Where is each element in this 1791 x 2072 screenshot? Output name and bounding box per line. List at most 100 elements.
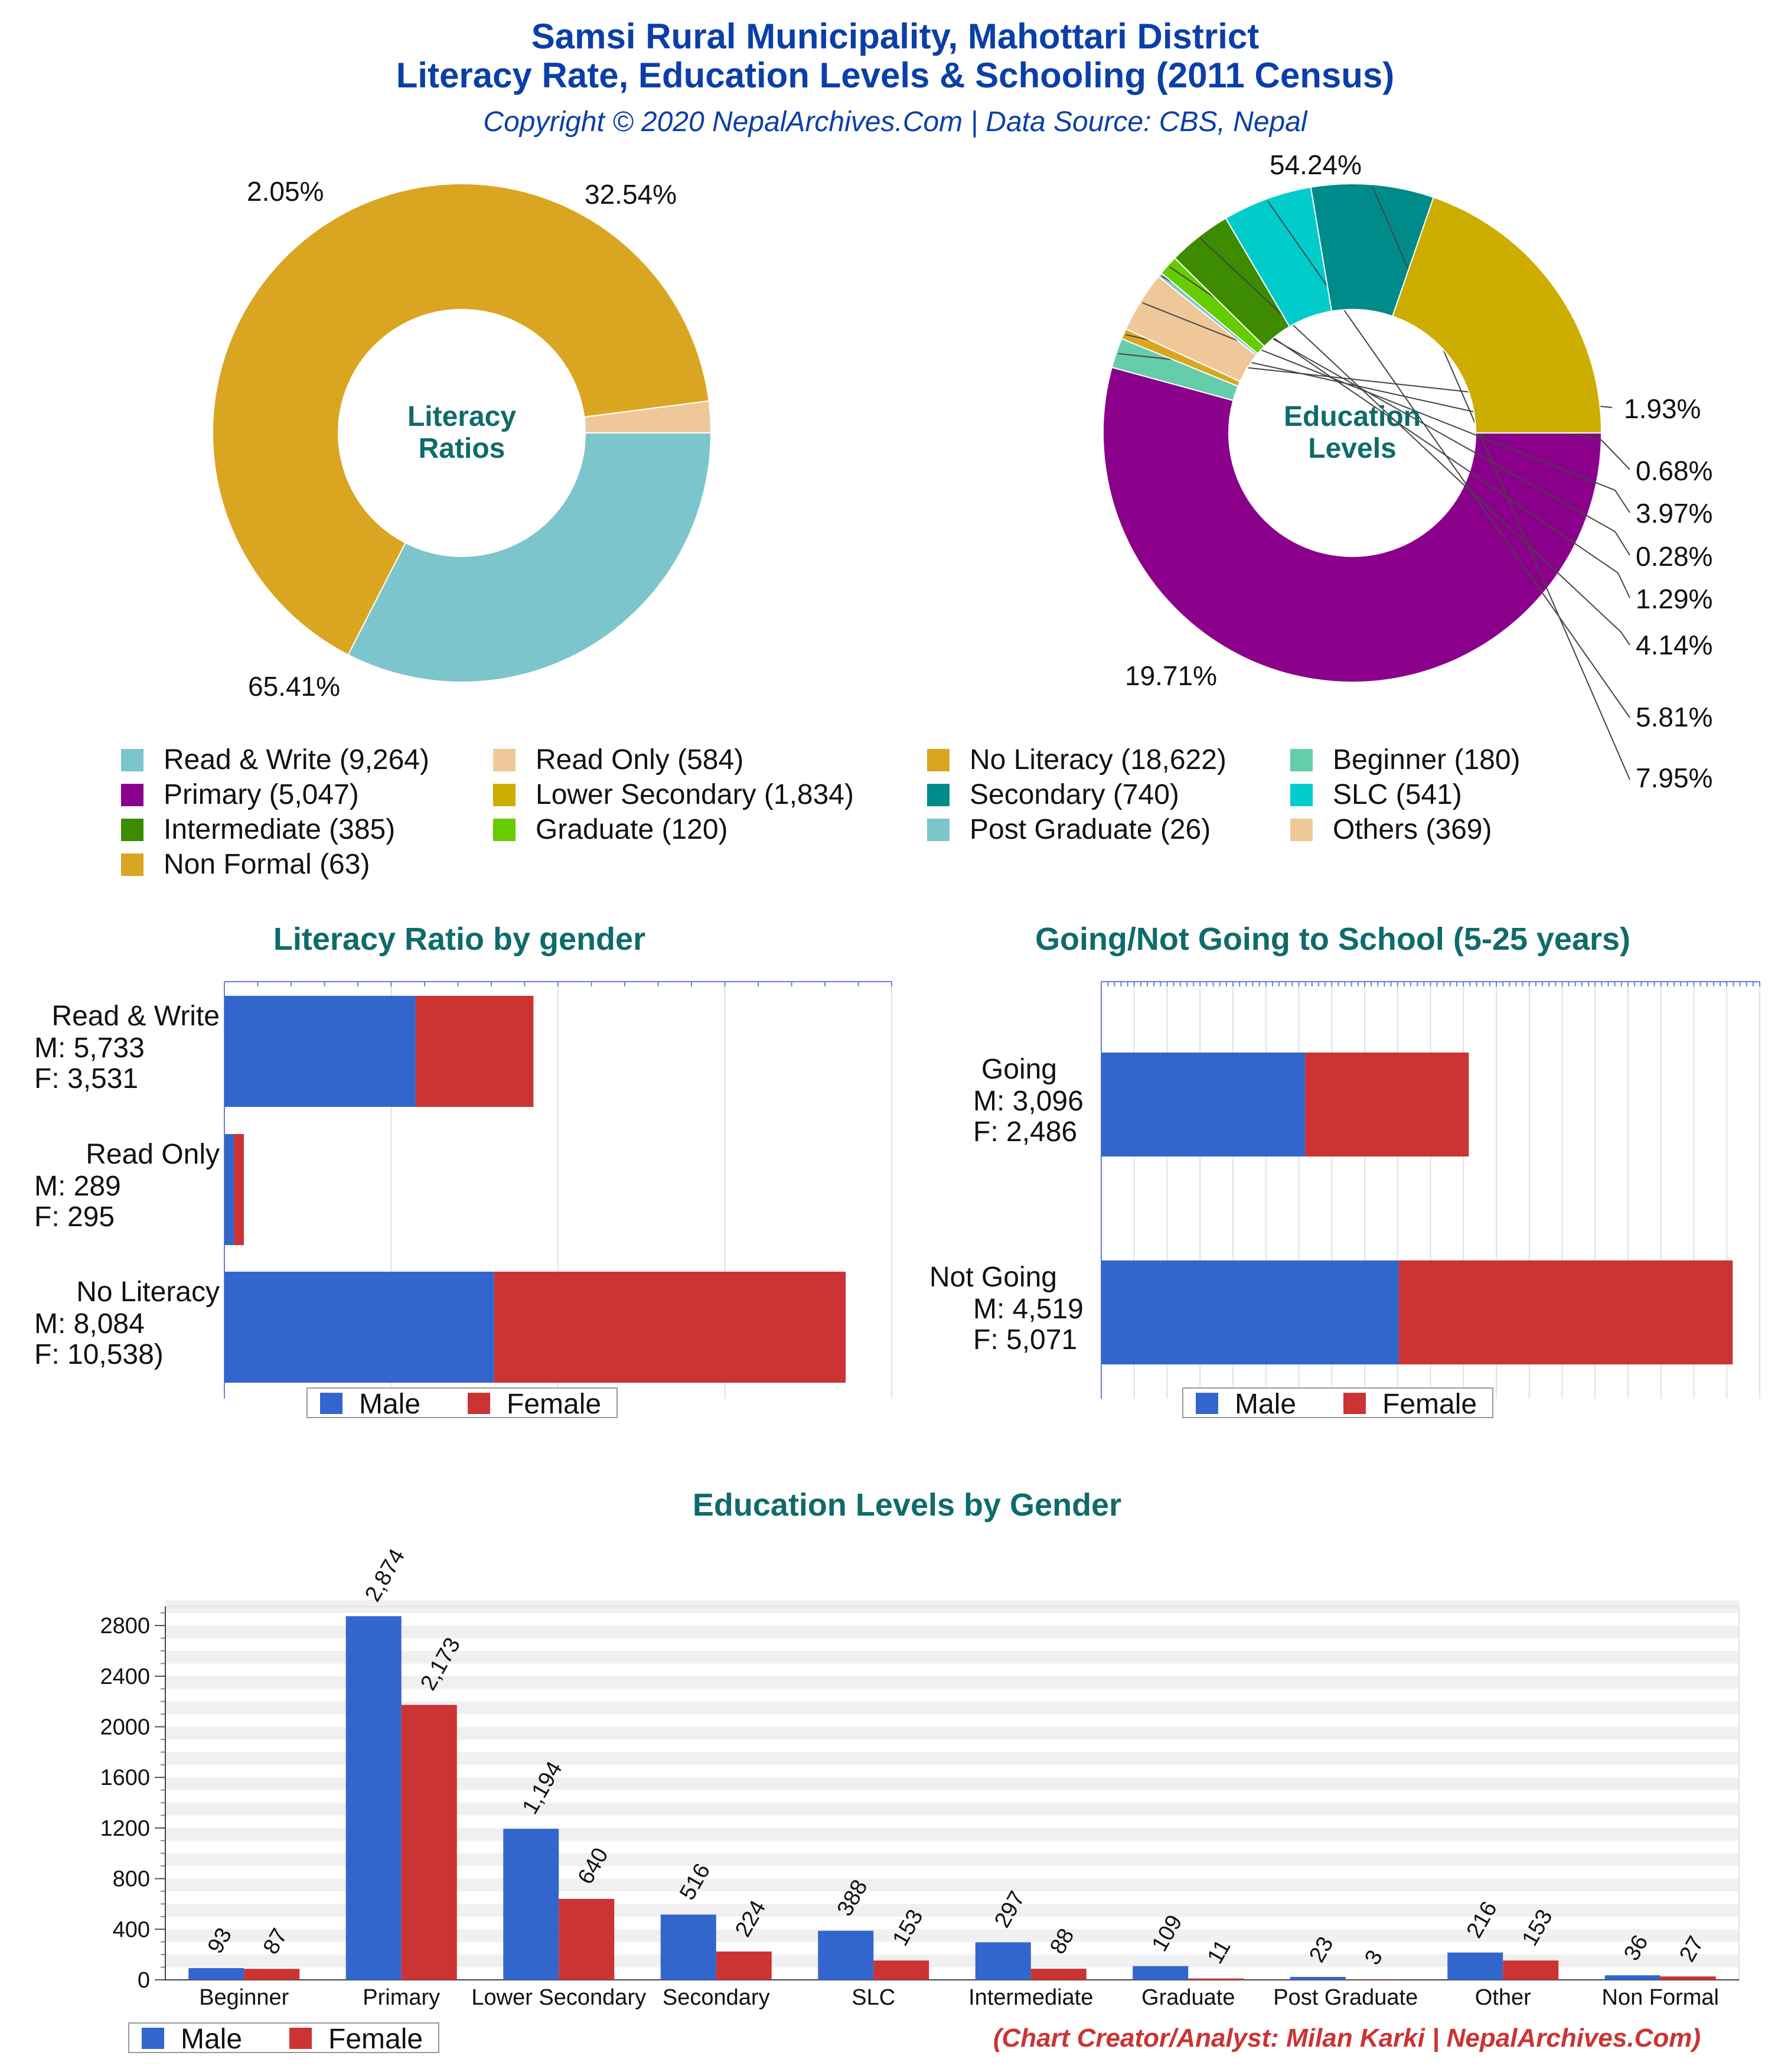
category-label: Read & Write: [51, 1001, 220, 1032]
male-count-label: M: 289: [34, 1171, 121, 1202]
slice-label: 1.93%: [1624, 393, 1701, 424]
x-tick-label: Beginner: [199, 1985, 289, 2010]
bar-female-no-literacy: [494, 1272, 846, 1383]
chart-credit: (Chart Creator/Analyst: Milan Karki | Ne…: [993, 2024, 1701, 2053]
x-tick-label: Intermediate: [968, 1985, 1093, 2010]
x-tick-label: Post Graduate: [1273, 1985, 1418, 2010]
legend-label-female: Female: [507, 1389, 601, 1420]
x-tick-label: Graduate: [1141, 1985, 1235, 2010]
page-title-line1: Samsi Rural Municipality, Mahottari Dist…: [531, 17, 1259, 56]
y-tick-label: 1600: [100, 1765, 150, 1790]
legend-swatch-male: [1196, 1393, 1218, 1414]
legend-box: [1182, 1387, 1493, 1418]
bar-female-beginner: [244, 1969, 300, 1980]
donut-slice-primary: [1102, 366, 1603, 683]
x-tick-label: Other: [1475, 1985, 1531, 2010]
x-tick-label: Secondary: [663, 1985, 770, 2010]
value-label: 2,874: [360, 1545, 410, 1605]
donut-slice-read-only: [583, 400, 712, 434]
bar-male-read-only: [224, 1134, 234, 1245]
female-count-label: F: 295: [34, 1201, 115, 1233]
bar-male-secondary: [660, 1914, 716, 1980]
value-label: 516: [675, 1859, 715, 1904]
legend-swatch-male: [320, 1393, 342, 1414]
bar-female-other: [1503, 1960, 1559, 1980]
donut-slice-read-write: [347, 432, 712, 683]
legend-label-female: Female: [328, 2024, 423, 2055]
slice-label: 65.41%: [248, 671, 340, 702]
bar-male-intermediate: [975, 1942, 1031, 1980]
bar-male-read-write: [224, 996, 416, 1107]
grid-band: [165, 1650, 1739, 1664]
slice-label: 0.68%: [1636, 455, 1712, 486]
y-tick-label: 400: [113, 1917, 150, 1942]
legend-swatch: [121, 784, 143, 806]
legend-label-no-literacy-18-622: No Literacy (18,622): [970, 744, 1226, 776]
bar-male-graduate: [1133, 1966, 1189, 1980]
legend-swatch: [1290, 819, 1313, 841]
legend-swatch: [493, 819, 516, 841]
education-by-gender-title: Education Levels by Gender: [693, 1487, 1121, 1523]
y-tick-label: 0: [138, 1968, 150, 1993]
legend-swatch: [1290, 749, 1313, 771]
bar-female-intermediate: [1030, 1969, 1087, 1980]
bar-male-slc: [818, 1930, 874, 1980]
page-title-line2: Literacy Rate, Education Levels & School…: [396, 56, 1395, 95]
value-label: 297: [990, 1887, 1030, 1932]
donut-center-label: Literacy: [407, 401, 516, 432]
bar-male-non-formal: [1604, 1975, 1660, 1980]
donut-slice-lower-secondary: [1391, 196, 1603, 434]
legend-box: [306, 1387, 618, 1418]
grid-band: [165, 1701, 1739, 1715]
slice-label: 0.28%: [1636, 541, 1712, 572]
male-count-label: M: 3,096: [973, 1086, 1084, 1117]
bar-female-not-going: [1398, 1260, 1733, 1364]
donut-slice-no-literacy: [212, 183, 710, 656]
slice-label: 32.54%: [585, 179, 677, 210]
legend-label-male: Male: [1235, 1389, 1296, 1420]
legend-swatch: [121, 853, 143, 876]
donut-legend: Read & Write (9,264)Primary (5,047) Inter…: [121, 744, 1521, 880]
legend-label-slc-541: SLC (541): [1333, 779, 1462, 810]
category-label: Read Only: [86, 1139, 220, 1170]
donut-center-label: Education: [1284, 401, 1421, 432]
bar-male-beginner: [188, 1968, 244, 1980]
bar-female-primary: [401, 1705, 457, 1980]
slice-label: 1.29%: [1636, 584, 1712, 614]
legend-swatch: [927, 819, 950, 841]
legend-label-male: Male: [359, 1389, 420, 1420]
bar-female-lower-secondary: [559, 1898, 615, 1980]
female-count-label: F: 3,531: [34, 1063, 138, 1094]
y-tick-label: 2000: [100, 1715, 150, 1740]
female-count-label: F: 5,071: [973, 1324, 1077, 1356]
y-tick-label: 800: [113, 1867, 150, 1892]
male-count-label: M: 8,084: [34, 1308, 145, 1340]
legend-label-female: Female: [1382, 1389, 1477, 1420]
male-count-label: M: 4,519: [973, 1294, 1084, 1325]
legend-label-read-write-9-264: Read & Write (9,264): [164, 744, 429, 776]
x-tick-label: Lower Secondary: [471, 1985, 646, 2010]
legend-swatch: [121, 749, 143, 771]
bar-male-primary: [345, 1616, 402, 1980]
bar-male-no-literacy: [224, 1272, 494, 1383]
x-tick-label: SLC: [852, 1985, 895, 2010]
donut-center-label: Levels: [1308, 433, 1396, 464]
legend-swatch: [493, 749, 516, 771]
male-count-label: M: 5,733: [34, 1032, 145, 1064]
slice-label: 7.95%: [1636, 763, 1712, 793]
legend-label-male: Male: [181, 2024, 242, 2055]
legend-swatch-female: [468, 1393, 490, 1414]
donut-center-label: Ratios: [419, 433, 505, 464]
legend-label-secondary-740: Secondary (740): [970, 779, 1179, 810]
legend-label-post-graduate-26: Post Graduate (26): [970, 814, 1211, 845]
category-label: Going: [981, 1054, 1057, 1085]
slice-label: 4.14%: [1636, 630, 1712, 660]
legend-label-others-369: Others (369): [1333, 814, 1492, 845]
bar-female-non-formal: [1660, 1976, 1716, 1980]
category-label: Not Going: [929, 1262, 1057, 1293]
y-tick-label: 2400: [100, 1664, 150, 1689]
grid-band: [165, 1803, 1739, 1816]
slice-label: 19.71%: [1125, 660, 1217, 691]
